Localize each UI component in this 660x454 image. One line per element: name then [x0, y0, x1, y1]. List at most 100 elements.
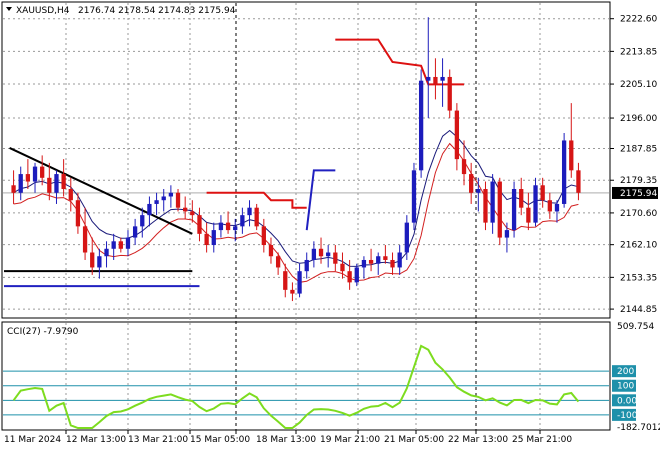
candle-body: [75, 200, 81, 227]
price-tick-label: 2196.00: [620, 114, 657, 124]
time-tick-label: 13 Mar 21:00: [128, 435, 188, 445]
candle-body: [390, 259, 395, 268]
candle-body: [411, 170, 417, 223]
candle-body: [97, 256, 102, 268]
candle-body: [204, 233, 209, 246]
candle-body: [218, 222, 224, 231]
candle-body: [547, 200, 552, 212]
price-tick-label: 2162.10: [620, 241, 657, 251]
candles: [11, 17, 581, 302]
candle-body: [32, 166, 38, 182]
candle-body: [290, 289, 295, 294]
candle-body: [376, 256, 381, 264]
candle-body: [569, 140, 574, 171]
candle-body: [68, 189, 73, 201]
cci-tick-label: -182.7012: [617, 423, 660, 433]
price-axis: 2222.60 2213.85 2205.10 2196.00 2187.85 2179.…: [610, 15, 657, 315]
ohlc-label: 2176.74 2178.54 2174.83 2175.94: [78, 6, 236, 16]
candle-body: [225, 222, 231, 231]
time-axis: 11 Mar 2024 12 Mar 13:00 13 Mar 21:00 15 Ma…: [4, 430, 572, 445]
dropdown-icon[interactable]: [6, 7, 12, 11]
candle-body: [511, 189, 517, 231]
candle-body: [147, 203, 152, 216]
candle-body: [561, 140, 567, 204]
candle-body: [340, 263, 345, 272]
candle-body: [18, 174, 23, 193]
candle-body: [469, 174, 474, 193]
candle-body: [519, 189, 524, 208]
cci-tick-label: 200: [617, 367, 634, 377]
candle-body: [247, 207, 252, 216]
price-tick-label: 2170.60: [620, 209, 657, 219]
candle-body: [54, 174, 59, 193]
price-tick-label: 2179.35: [620, 176, 657, 186]
candle-body: [540, 185, 545, 201]
candle-body: [154, 200, 159, 204]
cci-tick-label: 509.754: [617, 322, 654, 332]
cci-layer: [3, 344, 609, 429]
candle-body: [183, 207, 188, 212]
candle-body: [190, 211, 195, 216]
current-price-label: 2175.94: [620, 189, 657, 199]
candle-body: [483, 189, 488, 223]
candle-body: [175, 192, 181, 208]
candle-body: [333, 252, 338, 264]
candle-body: [240, 215, 245, 227]
candle-body: [447, 76, 452, 111]
candle-body: [476, 189, 481, 193]
resistance-step-line: [206, 191, 307, 209]
price-tick-label: 2222.60: [620, 15, 657, 25]
cci-level-tag: [612, 408, 636, 421]
candle-body: [211, 230, 216, 246]
candle-body: [11, 185, 16, 193]
candle-body: [132, 226, 138, 238]
cci-level-tag: [612, 365, 636, 378]
price-tick-label: 2205.10: [620, 80, 657, 90]
time-tick-label: 15 Mar 05:00: [190, 435, 250, 445]
candle-body: [90, 252, 95, 268]
cci-plot-frame: [1, 321, 611, 431]
candle-body: [576, 170, 581, 193]
cci-line: [12, 344, 580, 429]
cci-level-tag: [612, 394, 636, 407]
overlays: [3, 38, 609, 288]
current-price-tag: [612, 186, 658, 199]
candle-body: [82, 226, 88, 253]
time-tick-label: 22 Mar 13:00: [448, 435, 508, 445]
candle-body: [318, 248, 324, 257]
candle-body: [497, 181, 502, 238]
candle-body: [354, 267, 359, 283]
candle-body: [454, 110, 460, 160]
candle-body: [25, 174, 31, 182]
cci-level-tag: [612, 379, 636, 392]
candle-body: [347, 271, 352, 283]
cci-tick-label: 100: [617, 382, 634, 392]
candle-body: [268, 245, 274, 257]
candle-body: [433, 76, 438, 85]
price-tick-label: 2144.85: [620, 305, 657, 315]
price-tick-label: 2153.35: [620, 273, 657, 283]
time-tick-label: 18 Mar 13:00: [256, 435, 316, 445]
candle-body: [275, 256, 281, 268]
candle-body: [61, 174, 66, 190]
candle-body: [261, 226, 266, 246]
candle-body: [161, 196, 166, 201]
candle-body: [461, 159, 467, 175]
trendline[interactable]: [9, 147, 193, 235]
candle-body: [304, 259, 309, 272]
time-tick-label: 11 Mar 2024: [4, 435, 61, 445]
candle-body: [125, 237, 131, 249]
cci-tick-label: 0.00: [617, 396, 637, 406]
blue-step-line: [305, 169, 336, 231]
candle-body: [326, 252, 331, 257]
candle-body: [533, 185, 538, 223]
candle-body: [554, 203, 560, 212]
candle-body: [104, 248, 109, 257]
time-tick-label: 19 Mar 21:00: [320, 435, 380, 445]
symbol-label: XAUUSD,H4: [16, 6, 70, 16]
candle-body: [440, 76, 445, 81]
time-tick-label: 25 Mar 21:00: [512, 435, 572, 445]
grid: [3, 3, 609, 430]
